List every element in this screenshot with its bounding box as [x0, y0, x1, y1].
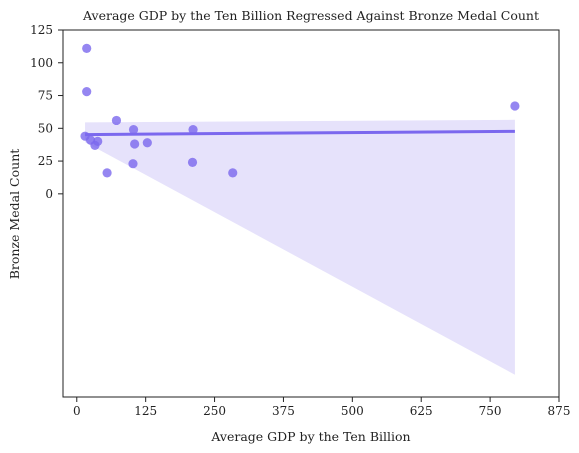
x-axis-label: Average GDP by the Ten Billion	[210, 429, 410, 444]
y-axis: 0 25 50 75 100 125	[30, 23, 63, 201]
x-tick-label: 625	[410, 404, 433, 418]
data-point	[102, 168, 112, 178]
x-tick-label: 375	[272, 404, 295, 418]
x-tick-label: 750	[479, 404, 502, 418]
data-point	[128, 159, 138, 169]
x-tick-label: 0	[73, 404, 81, 418]
data-point	[142, 138, 152, 148]
data-point	[130, 139, 140, 149]
y-tick-label: 100	[30, 56, 53, 70]
y-tick-label: 25	[38, 154, 53, 168]
x-tick-label: 875	[548, 404, 571, 418]
data-point	[93, 136, 103, 147]
y-tick-label: 0	[45, 187, 53, 201]
x-tick-label: 125	[134, 404, 157, 418]
chart-title: Average GDP by the Ten Billion Regressed…	[82, 8, 539, 23]
y-tick-label: 75	[38, 89, 53, 103]
data-point	[228, 168, 238, 178]
data-point	[128, 125, 139, 135]
data-point	[111, 115, 122, 126]
y-axis-label: Bronze Medal Count	[7, 149, 22, 280]
data-point	[82, 43, 92, 53]
data-point	[188, 125, 198, 135]
y-tick-label: 125	[30, 23, 53, 37]
data-point	[510, 101, 520, 111]
confidence-band	[85, 119, 515, 375]
data-point	[187, 157, 198, 167]
data-point	[82, 87, 92, 97]
y-tick-label: 50	[38, 121, 53, 135]
x-tick-label: 250	[203, 404, 226, 418]
regression-line	[85, 129, 515, 137]
plot-frame	[62, 29, 560, 398]
x-tick-label: 500	[341, 404, 364, 418]
x-axis: 0 125 250 375 500 625 750 875	[73, 397, 570, 418]
plot-area	[80, 43, 520, 375]
